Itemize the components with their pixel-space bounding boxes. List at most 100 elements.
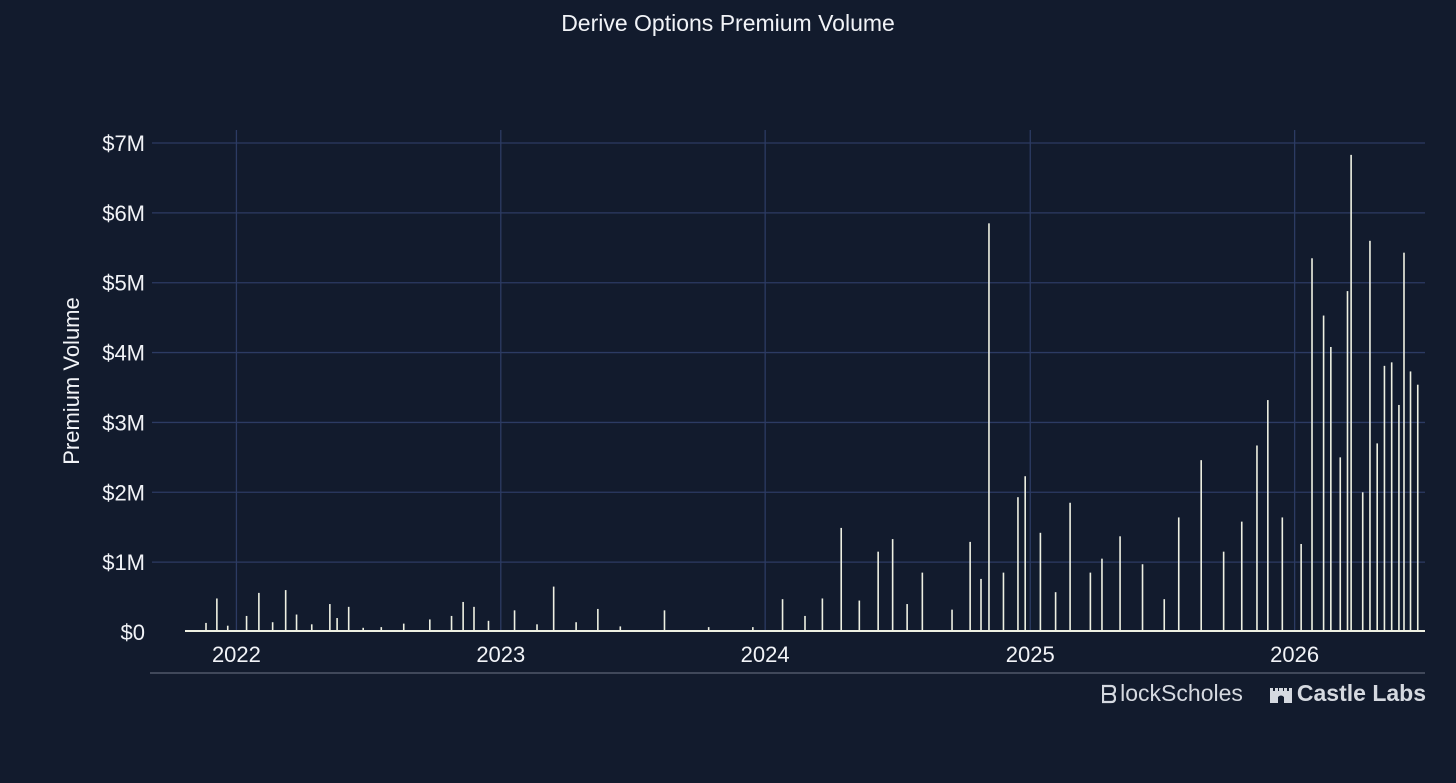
- bar: [1101, 558, 1103, 632]
- bar: [1039, 532, 1042, 632]
- y-tick-label: $2M: [102, 480, 145, 505]
- bar: [1222, 551, 1225, 632]
- bar: [663, 610, 666, 632]
- bar: [597, 608, 599, 632]
- bar: [781, 599, 784, 632]
- chart-title: Derive Options Premium Volume: [561, 10, 895, 36]
- y-tick-label: $0: [121, 620, 145, 645]
- y-tick-labels: $0 $1M $2M $3M $4M $5M $6M $7M: [102, 131, 145, 645]
- bar: [1322, 315, 1325, 632]
- bar: [1330, 346, 1332, 632]
- x-tick-label: 2025: [1006, 642, 1055, 667]
- bar: [821, 598, 824, 632]
- bar: [1350, 154, 1352, 632]
- x-tick-label: 2022: [212, 642, 261, 667]
- bar: [877, 551, 879, 632]
- bar: [1416, 384, 1419, 632]
- bar: [1002, 572, 1005, 632]
- bar: [536, 624, 538, 632]
- bar: [258, 592, 260, 632]
- bar: [969, 541, 971, 632]
- bar: [1240, 521, 1243, 632]
- bar: [513, 610, 516, 632]
- bar: [380, 627, 383, 632]
- bar: [1346, 291, 1349, 632]
- y-tick-label: $4M: [102, 341, 145, 366]
- x-tick-label: 2026: [1270, 642, 1319, 667]
- bar: [336, 618, 338, 632]
- y-tick-label: $7M: [102, 131, 145, 156]
- bar: [329, 604, 331, 632]
- bar: [988, 223, 990, 633]
- bar: [1163, 599, 1166, 632]
- bar: [362, 627, 364, 632]
- castle-icon: [1269, 687, 1292, 703]
- bar: [1403, 252, 1405, 632]
- bar: [1017, 497, 1019, 632]
- bar: [347, 606, 350, 632]
- bar: [1398, 404, 1400, 632]
- bar: [429, 619, 431, 632]
- bar: [552, 586, 555, 632]
- baseline-band: [185, 630, 1425, 632]
- logo-group: lockScholes Castle Labs: [1102, 680, 1426, 707]
- bar: [245, 615, 248, 632]
- bar: [906, 604, 908, 632]
- bar: [1024, 476, 1026, 632]
- y-tick-label: $1M: [102, 550, 145, 575]
- bar: [284, 590, 287, 632]
- bar: [216, 598, 218, 632]
- bar: [858, 600, 861, 632]
- bar: [487, 620, 490, 632]
- grid-lines: [152, 130, 1425, 632]
- bar: [1311, 258, 1313, 632]
- bar: [980, 578, 982, 632]
- y-tick-label: $3M: [102, 410, 145, 435]
- bar: [1054, 592, 1057, 632]
- bar: [1383, 365, 1386, 632]
- bar: [1089, 572, 1092, 632]
- castle-labs-logo: Castle Labs: [1269, 680, 1426, 707]
- bar: [402, 623, 405, 632]
- bar: [575, 622, 577, 632]
- bar-series: [185, 154, 1425, 633]
- bar: [205, 622, 207, 632]
- x-tick-label: 2024: [741, 642, 790, 667]
- bar: [1390, 362, 1393, 632]
- y-tick-label: $6M: [102, 201, 145, 226]
- x-tick-label: 2023: [476, 642, 525, 667]
- bar: [473, 606, 475, 632]
- bar: [1267, 400, 1269, 632]
- bar: [951, 609, 953, 632]
- bar: [1361, 492, 1364, 632]
- bar: [1256, 445, 1258, 632]
- bar: [1177, 517, 1180, 632]
- bar: [1200, 460, 1202, 632]
- x-tick-labels: 2022 2023 2024 2025 2026: [212, 642, 1319, 667]
- bar: [1376, 443, 1378, 632]
- bar: [462, 601, 464, 632]
- blockscholes-logo: lockScholes: [1102, 680, 1243, 707]
- bar: [271, 622, 274, 632]
- bar: [752, 627, 754, 632]
- bar: [619, 626, 622, 632]
- bar: [1141, 564, 1144, 632]
- bar: [226, 625, 229, 632]
- bar: [450, 615, 453, 632]
- blockscholes-mark-icon: [1102, 684, 1117, 703]
- bar: [1119, 536, 1121, 632]
- bar: [295, 614, 298, 632]
- bar: [1069, 502, 1071, 632]
- bar: [840, 527, 843, 632]
- bar: [921, 572, 924, 632]
- bar: [707, 627, 710, 632]
- bar: [1281, 517, 1284, 632]
- bar: [1369, 240, 1371, 633]
- bar: [310, 624, 313, 632]
- bar: [1409, 371, 1412, 632]
- bar: [1339, 457, 1342, 632]
- bar: [891, 539, 894, 632]
- bar: [804, 615, 806, 632]
